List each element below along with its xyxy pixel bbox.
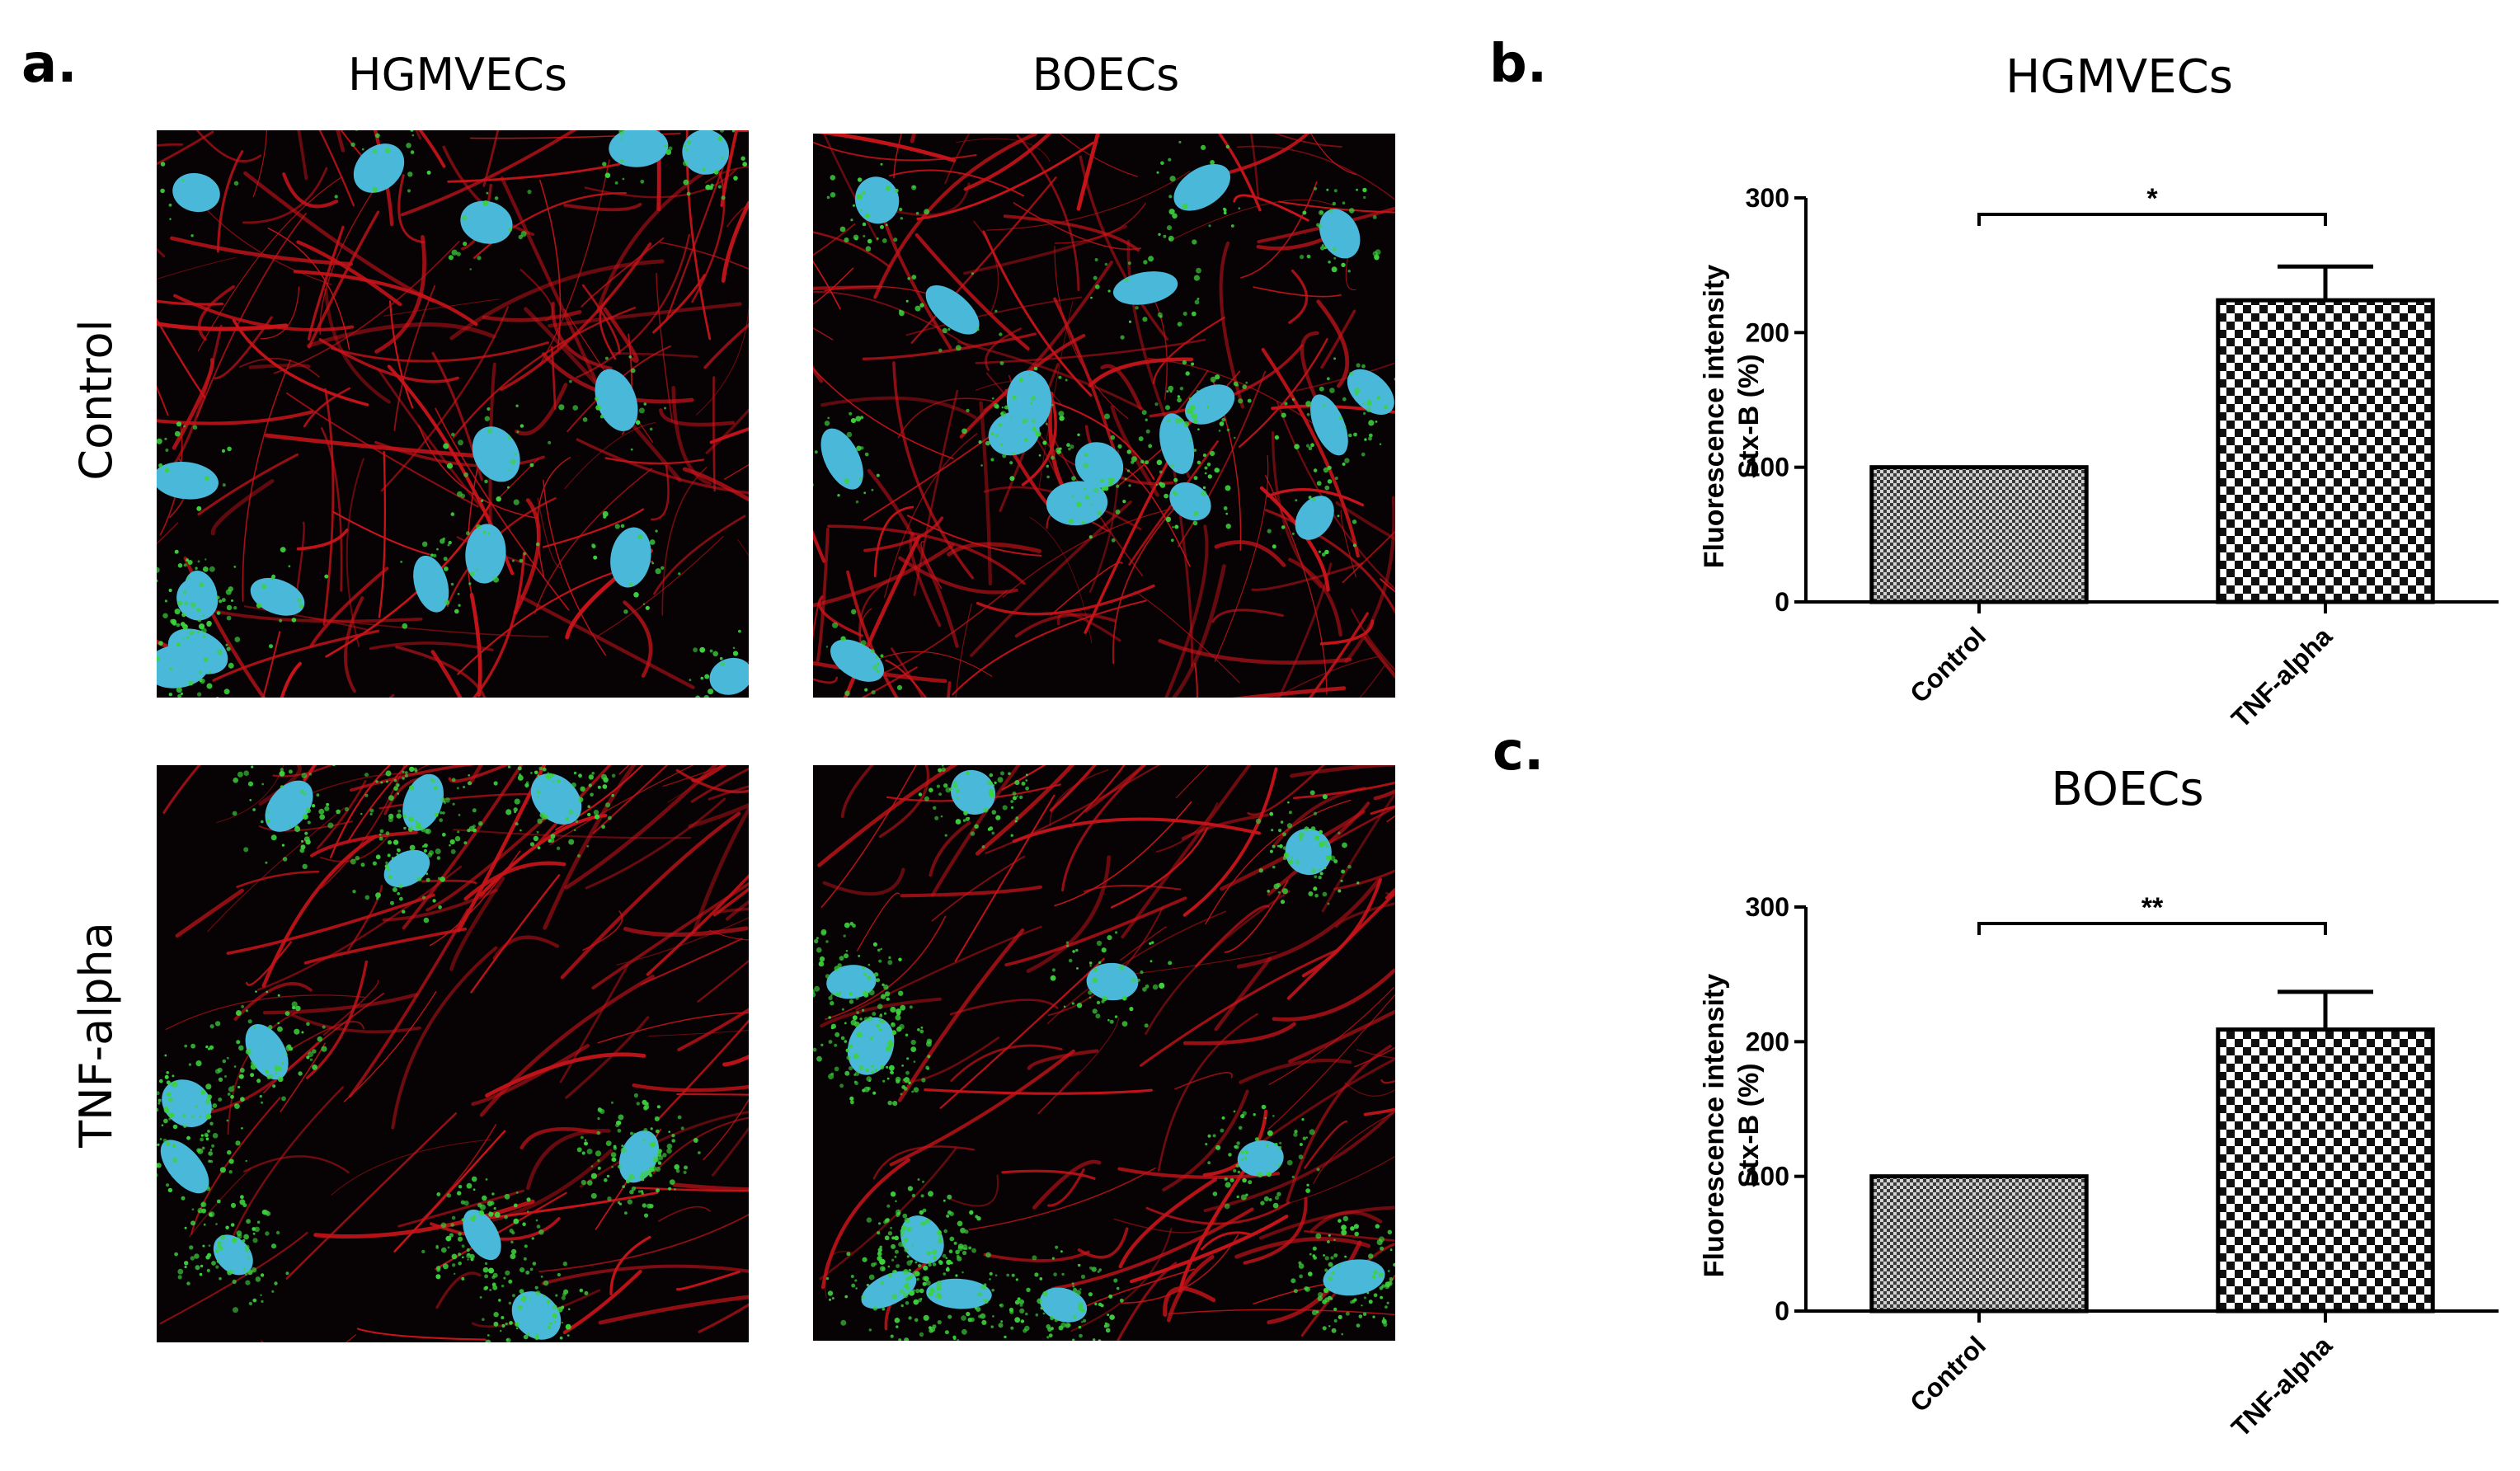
column-header-boecs: BOECs [1032,49,1180,101]
x-tick-label: TNF-alpha [2226,621,2338,733]
y-tick-label: 300 [1746,892,1789,922]
x-tick-label: Control [1904,621,1991,708]
row-header-control: Control [70,319,122,481]
bar-tnf-alpha [2216,1027,2435,1314]
micrograph-hgmvecs-control [157,130,749,698]
bar-tnf-alpha [2216,298,2435,604]
bar-control [1869,1174,2089,1314]
y-tick-label: 200 [1746,317,1789,347]
micrograph-boecs-tnf-alpha [813,765,1395,1341]
chart-title-b: HGMVECs [2005,50,2233,104]
significance-bracket [1977,213,2327,226]
y-tick-label: 0 [1775,1296,1789,1326]
bar-chart-c: 0 100 200 300 Fluorescence intensity Stx-B (%… [1699,892,2499,1443]
y-tick-label: 0 [1775,587,1789,617]
bar-chart-b: 0 100 200 300 Fluorescence intensity Stx-B (%… [1699,183,2499,734]
column-header-hgmvecs: HGMVECs [348,49,567,101]
panel-label-c: c. [1493,721,1544,782]
panel-label-a: a. [21,34,78,95]
x-tick-label: Control [1904,1330,1991,1417]
x-tick-label: TNF-alpha [2226,1330,2338,1442]
significance-marker: * [2146,183,2158,214]
y-tick-label: 100 [1746,453,1789,482]
panel-label-b: b. [1489,34,1548,95]
micrograph-hgmvecs-tnf-alpha [157,765,749,1342]
significance-marker: ** [2142,892,2164,923]
y-tick-label: 100 [1746,1162,1789,1191]
y-tick-label: 300 [1746,183,1789,213]
chart-title-c: BOECs [2051,763,2204,816]
y-axis-label: Fluorescence intensity Stx-B (%) [1699,974,1765,1278]
row-header-tnf-alpha: TNF-alpha [70,922,122,1148]
bar-control [1869,465,2089,604]
micrograph-boecs-control [813,134,1395,698]
y-tick-label: 200 [1746,1027,1789,1056]
y-axis-label: Fluorescence intensity Stx-B (%) [1699,265,1765,569]
significance-bracket [1977,922,2327,935]
